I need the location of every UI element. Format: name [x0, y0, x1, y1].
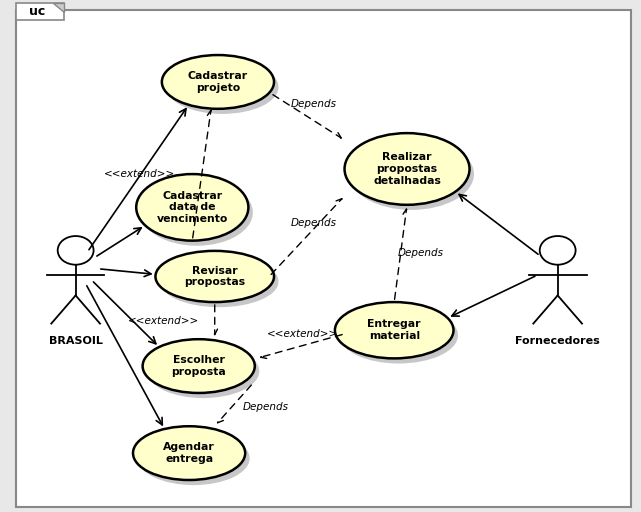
- Text: Realizar
propostas
detalhadas: Realizar propostas detalhadas: [373, 153, 441, 185]
- Text: Depends: Depends: [398, 248, 444, 259]
- Ellipse shape: [162, 55, 274, 109]
- Ellipse shape: [142, 339, 255, 393]
- Text: Depends: Depends: [243, 402, 289, 412]
- Text: Entregar
material: Entregar material: [367, 319, 421, 341]
- Text: Depends: Depends: [291, 99, 337, 110]
- Circle shape: [58, 236, 94, 265]
- Text: <<extend>>: <<extend>>: [104, 169, 176, 179]
- Ellipse shape: [136, 174, 249, 241]
- Ellipse shape: [160, 256, 278, 307]
- Text: Depends: Depends: [291, 218, 337, 228]
- Text: Escolher
proposta: Escolher proposta: [171, 355, 226, 377]
- Text: Cadastrar
data de
vencimento: Cadastrar data de vencimento: [156, 191, 228, 224]
- Text: BRASOIL: BRASOIL: [49, 336, 103, 347]
- Ellipse shape: [340, 307, 458, 364]
- Ellipse shape: [141, 179, 253, 246]
- Text: <<extend>>: <<extend>>: [128, 316, 199, 326]
- Ellipse shape: [155, 251, 274, 302]
- Ellipse shape: [137, 431, 250, 485]
- Text: Agendar
entrega: Agendar entrega: [163, 442, 215, 464]
- Text: uc: uc: [29, 5, 45, 18]
- Ellipse shape: [133, 426, 245, 480]
- Bar: [16, 3, 64, 20]
- Text: Revisar
propostas: Revisar propostas: [184, 266, 246, 287]
- Text: Cadastrar
projeto: Cadastrar projeto: [188, 71, 248, 93]
- Ellipse shape: [349, 138, 474, 210]
- Ellipse shape: [335, 302, 454, 358]
- Polygon shape: [53, 3, 64, 12]
- Ellipse shape: [167, 60, 278, 114]
- Circle shape: [540, 236, 576, 265]
- Text: <<extend>>: <<extend>>: [267, 329, 338, 339]
- Ellipse shape: [345, 133, 469, 205]
- Text: Fornecedores: Fornecedores: [515, 336, 600, 347]
- Ellipse shape: [147, 345, 259, 398]
